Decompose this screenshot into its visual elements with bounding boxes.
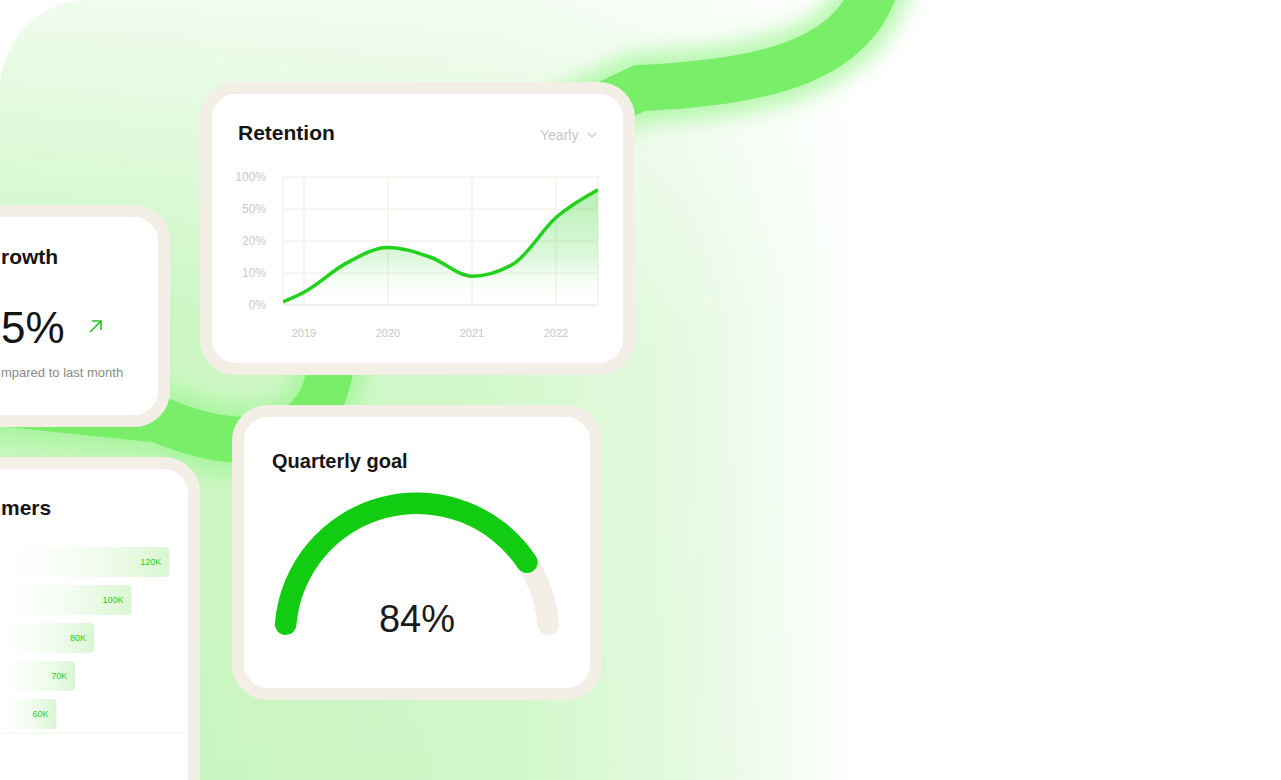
svg-text:10%: 10% [242, 266, 266, 280]
html-text:mers: mers [1, 496, 52, 519]
svg-text:70K: 70K [51, 671, 67, 681]
svg-text:0%: 0% [249, 298, 267, 312]
html-text:mpared to last month: mpared to last month [1, 365, 124, 380]
svg-text:2019: 2019 [292, 327, 316, 339]
svg-text:80K: 80K [70, 633, 86, 643]
html-text:rowth: rowth [1, 245, 59, 268]
svg-text:20%: 20% [242, 234, 266, 248]
html-text:5%: 5% [1, 303, 65, 352]
svg-text:120K: 120K [140, 557, 161, 567]
svg-text:100K: 100K [103, 595, 124, 605]
svg-text:2022: 2022 [544, 327, 568, 339]
svg-text:2021: 2021 [460, 327, 484, 339]
svg-text:50%: 50% [242, 202, 266, 216]
html-text:Retention: Retention [238, 121, 335, 144]
html-text:Yearly: Yearly [540, 127, 579, 143]
svg-text:2020: 2020 [376, 327, 400, 339]
svg-text:100%: 100% [235, 170, 266, 184]
svg-text:60K: 60K [32, 709, 48, 719]
html-text:Quarterly goal: Quarterly goal [272, 450, 408, 472]
html-text:84%: 84% [379, 598, 455, 640]
